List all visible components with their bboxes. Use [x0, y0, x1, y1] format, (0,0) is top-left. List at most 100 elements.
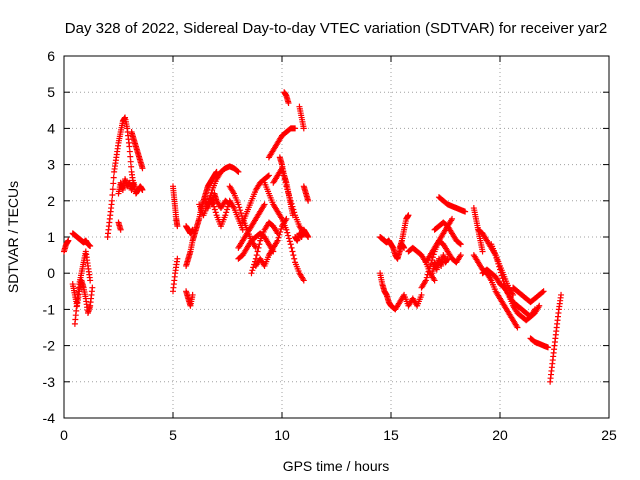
data-point — [289, 212, 296, 219]
series-arc-37 — [429, 252, 451, 277]
y-axis-label: SDTVAR / TECUs — [5, 181, 21, 293]
data-point — [305, 197, 312, 204]
data-point — [500, 278, 507, 285]
data-point — [89, 284, 96, 291]
axis-ticks: 0 5 10 15 20 25 -4 -3 -2 -1 0 1 2 3 4 5 6 — [43, 48, 617, 443]
data-point — [514, 324, 521, 331]
series-arc-7 — [128, 129, 146, 172]
data-point — [109, 186, 116, 193]
data-point — [236, 204, 243, 211]
data-point — [285, 100, 292, 107]
data-point — [265, 172, 272, 179]
data-point — [248, 270, 255, 277]
data-point — [108, 197, 115, 204]
data-point — [431, 277, 438, 284]
data-point — [275, 234, 282, 241]
data-point — [497, 266, 503, 273]
data-point — [222, 212, 229, 219]
data-point — [210, 203, 217, 210]
data-point — [424, 271, 431, 278]
data-point — [211, 206, 218, 213]
series-arc-3 — [69, 277, 96, 317]
data-point — [291, 255, 298, 262]
data-point — [544, 344, 551, 351]
data-point — [109, 192, 116, 199]
series-arc-44 — [488, 241, 538, 324]
data-point — [457, 241, 464, 248]
data-point — [425, 268, 432, 275]
y-tick-label: -2 — [43, 338, 56, 354]
data-point — [428, 260, 435, 267]
data-point — [496, 263, 503, 270]
y-tick-label: 6 — [47, 48, 55, 64]
data-point — [256, 241, 263, 248]
data-point — [499, 275, 506, 282]
data-point — [494, 257, 501, 264]
series-arc-11 — [183, 288, 196, 309]
x-tick-label: 5 — [169, 427, 177, 443]
series-arc-35 — [418, 215, 456, 291]
data-point — [492, 252, 499, 259]
data-point — [255, 244, 262, 251]
data-point — [300, 277, 307, 284]
data-point — [210, 200, 217, 207]
chart-title: Day 328 of 2022, Sidereal Day-to-day VTE… — [65, 20, 607, 37]
data-point — [539, 289, 546, 296]
series-arc-33 — [396, 212, 412, 251]
series-arc-2 — [69, 230, 94, 250]
y-tick-label: -1 — [43, 301, 56, 317]
series-arc-27 — [281, 89, 292, 107]
data-point — [139, 186, 146, 193]
data-point — [276, 231, 283, 238]
series-arc-30 — [300, 183, 312, 204]
data-point — [284, 229, 291, 236]
data-point — [289, 248, 296, 255]
data-point — [479, 248, 486, 255]
data-point — [287, 241, 294, 248]
x-tick-label: 20 — [492, 427, 508, 443]
y-tick-label: 1 — [47, 229, 55, 245]
data-point — [290, 252, 297, 259]
x-tick-label: 15 — [383, 427, 399, 443]
data-point — [286, 238, 293, 245]
data-point — [292, 125, 299, 132]
y-tick-label: 4 — [47, 120, 55, 136]
data-point — [462, 208, 469, 215]
series-arc-22 — [252, 215, 290, 269]
series-arc-45 — [510, 284, 547, 306]
data-point — [212, 209, 219, 216]
data-point — [305, 234, 312, 240]
series-arc-6 — [115, 176, 146, 197]
data-point — [274, 237, 281, 244]
series-arc-29 — [292, 226, 312, 244]
data-point — [540, 288, 547, 295]
y-tick-label: 0 — [47, 265, 55, 281]
series-arc-9 — [170, 183, 181, 230]
data-point — [300, 125, 307, 132]
series-arc-4 — [71, 248, 94, 327]
data-point — [139, 165, 146, 172]
data-point — [456, 240, 463, 247]
data-point — [110, 174, 117, 181]
data-point — [208, 189, 215, 196]
data-point — [457, 252, 464, 259]
data-points — [61, 89, 565, 385]
data-point — [418, 291, 425, 298]
data-point — [224, 206, 231, 213]
data-point — [65, 237, 72, 244]
series-arc-24 — [265, 125, 299, 161]
data-point — [285, 232, 292, 239]
series-arc-19 — [235, 201, 268, 251]
data-point — [253, 252, 260, 259]
series-arc-8 — [115, 219, 124, 233]
y-tick-label: -3 — [43, 374, 56, 390]
series-arc-32 — [377, 270, 425, 313]
data-point — [127, 158, 134, 165]
data-point — [536, 302, 543, 309]
data-point — [283, 226, 290, 233]
data-point — [87, 277, 94, 284]
data-point — [444, 255, 451, 262]
data-point — [254, 248, 261, 255]
x-tick-label: 10 — [274, 427, 290, 443]
data-point — [237, 207, 244, 214]
